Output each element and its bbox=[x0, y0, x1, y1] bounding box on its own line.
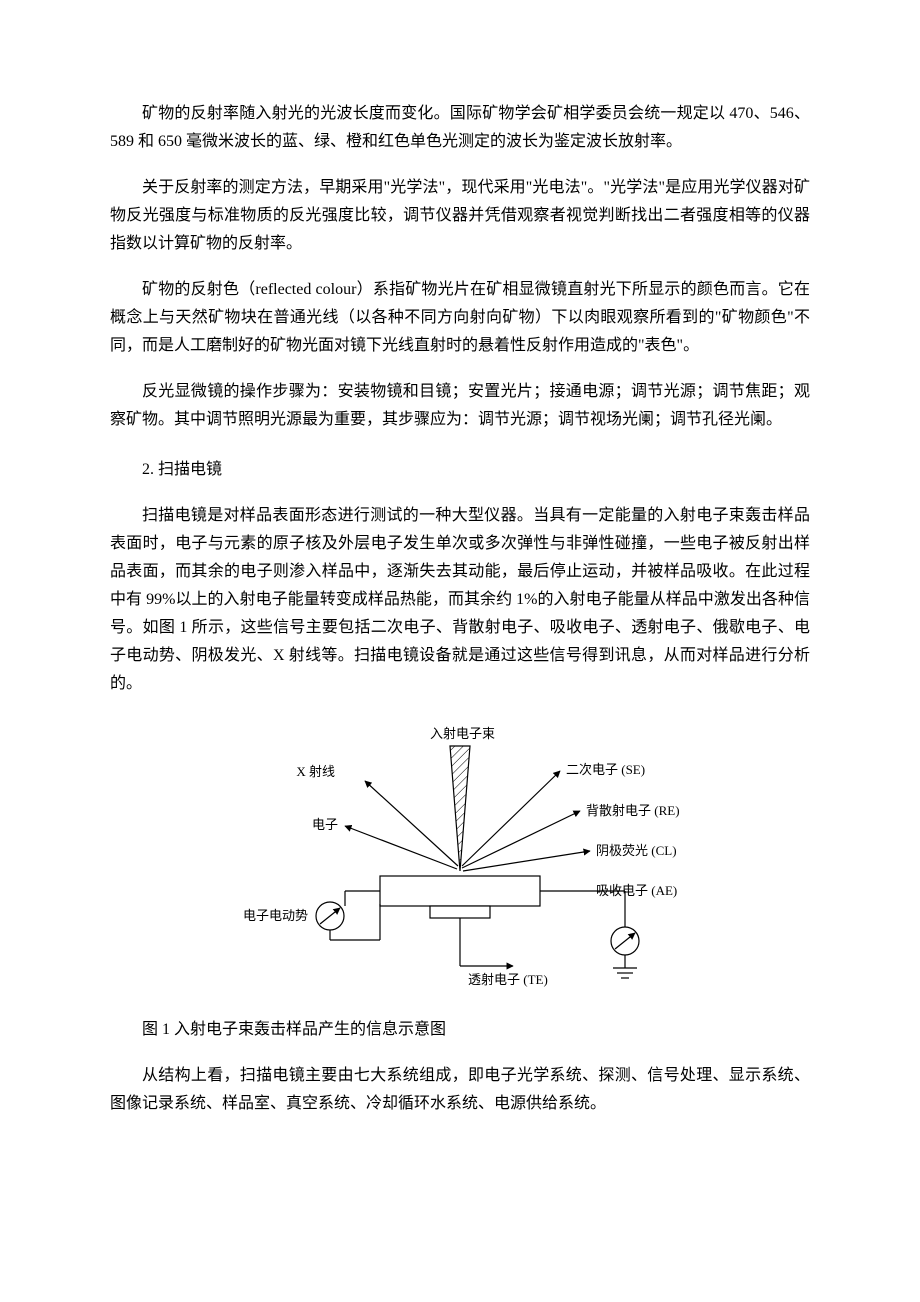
label-xray: X 射线 bbox=[296, 764, 335, 779]
heading-sem: 2. 扫描电镜 bbox=[110, 456, 810, 484]
paragraph-sem-structure: 从结构上看，扫描电镜主要由七大系统组成，即电子光学系统、探测、信号处理、显示系统… bbox=[110, 1062, 810, 1118]
label-te: 透射电子 (TE) bbox=[468, 972, 548, 987]
paragraph-microscope-steps: 反光显微镜的操作步骤为：安装物镜和目镜；安置光片；接通电源；调节光源；调节焦距；… bbox=[110, 378, 810, 434]
label-se: 二次电子 (SE) bbox=[566, 762, 645, 777]
label-incident-beam: 入射电子束 bbox=[430, 726, 495, 741]
paragraph-sem-intro: 扫描电镜是对样品表面形态进行测试的一种大型仪器。当具有一定能量的入射电子束轰击样… bbox=[110, 502, 810, 698]
label-re: 背散射电子 (RE) bbox=[586, 803, 680, 818]
beam-triangle bbox=[450, 746, 470, 871]
label-cl: 阴极荧光 (CL) bbox=[596, 843, 677, 858]
arrow-electron bbox=[345, 826, 457, 869]
sample-block bbox=[380, 876, 540, 906]
label-emf: 电子电动势 bbox=[243, 908, 308, 923]
paragraph-reflected-colour: 矿物的反射色（reflected colour）系指矿物光片在矿相显微镜直射光下… bbox=[110, 276, 810, 360]
arrow-re bbox=[462, 811, 580, 868]
figure-caption: 图 1 入射电子束轰击样品产生的信息示意图 bbox=[110, 1016, 810, 1044]
arrow-xray bbox=[365, 781, 458, 866]
figure-electron-beam-diagram: 入射电子束 二次电子 (SE) 背散射电子 (RE) 阴极荧光 (CL) X 射… bbox=[230, 716, 690, 1006]
arrow-cl bbox=[463, 851, 590, 871]
sample-base bbox=[430, 906, 490, 918]
document-page: 矿物的反射率随入射光的光波长度而变化。国际矿物学会矿相学委员会统一规定以 470… bbox=[0, 0, 920, 1196]
paragraph-measurement-method: 关于反射率的测定方法，早期采用"光学法"，现代采用"光电法"。"光学法"是应用光… bbox=[110, 174, 810, 258]
label-electron: 电子 bbox=[312, 817, 338, 832]
paragraph-reflectance-wavelength: 矿物的反射率随入射光的光波长度而变化。国际矿物学会矿相学委员会统一规定以 470… bbox=[110, 100, 810, 156]
arrow-se bbox=[462, 771, 560, 866]
